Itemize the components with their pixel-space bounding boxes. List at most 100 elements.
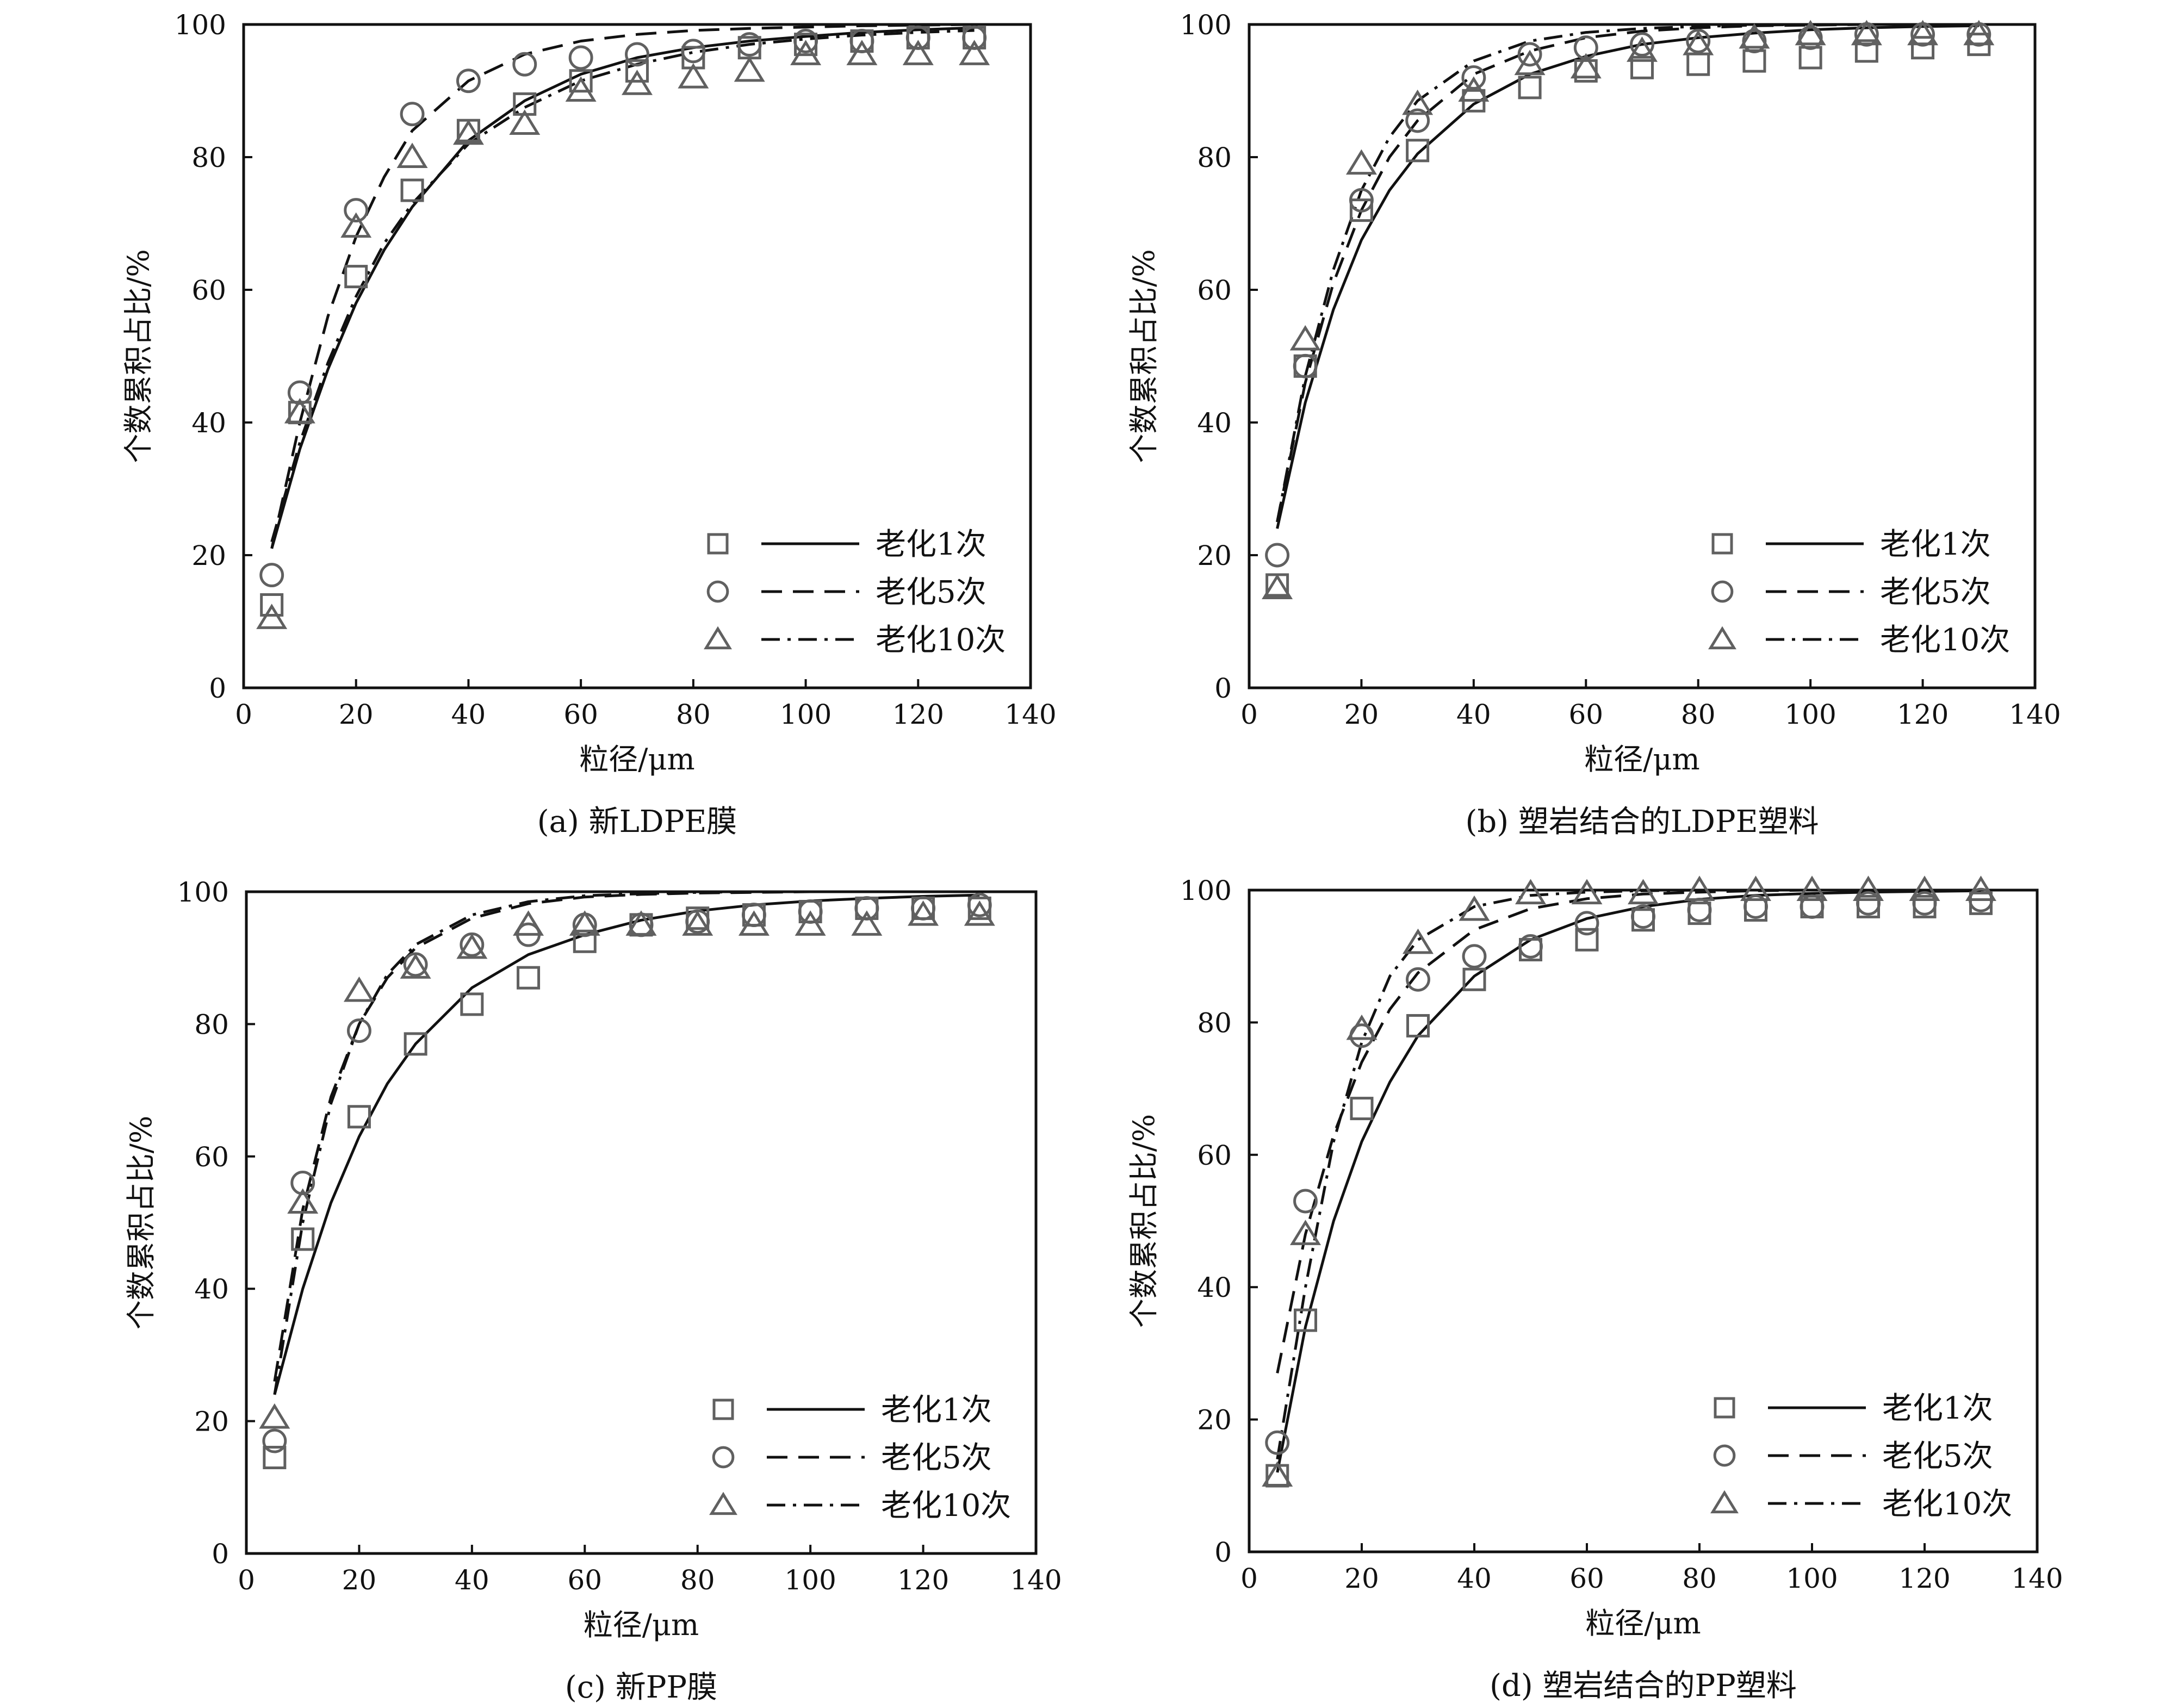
data-point-circle [1462,944,1487,969]
legend-marker-triangle [709,1491,737,1515]
data-point-triangle [1459,895,1490,921]
chart-panel-1: 0 20 40 60 80 100 120 140 0 20 40 60 80 100 粒径/μm 个数累积占… [121,9,1057,840]
data-point-triangle [284,398,315,424]
data-point-circle [1573,35,1598,60]
x-tick-label: 140 [2011,1563,2063,1594]
y-tick-label: 20 [191,540,226,571]
fit-line-series-2 [273,890,980,1382]
y-tick-label: 100 [175,9,226,41]
fit-line-series-2 [1276,23,1979,523]
x-tick-label: 40 [1457,1563,1492,1594]
data-point-circle [1630,32,1654,57]
data-point-triangle [1795,20,1826,46]
data-point-triangle [287,1188,319,1214]
x-tick-label: 80 [1682,1563,1717,1594]
data-point-circle [400,102,425,127]
x-tick-label: 0 [238,1564,255,1596]
data-point-triangle [1570,53,1602,79]
data-point-triangle [790,40,822,65]
x-tick-label: 40 [455,1564,489,1596]
data-point-circle [1800,894,1825,919]
data-point-triangle [259,1403,290,1429]
data-point-triangle [738,910,770,936]
data-point-circle [512,52,537,77]
x-tick-label: 20 [1344,699,1379,730]
y-tick-label: 0 [212,1538,229,1570]
data-point-triangle [1683,29,1714,55]
legend-label: 老化1次 [1880,527,1991,562]
data-point-triangle [625,910,657,936]
data-point-triangle [908,900,939,926]
fit-line-series-1 [1276,24,1979,529]
markers-series-3 [259,900,995,1429]
legend-marker-circle [712,1446,735,1469]
data-point-triangle [1907,20,1939,46]
fit-line-series-1 [270,26,975,549]
y-tick-label: 80 [1197,142,1232,173]
data-point-triangle [1740,875,1771,901]
data-point-square [1349,198,1373,222]
plot-frame [1248,23,2037,689]
markers-series-2 [259,25,987,588]
data-point-square [569,69,593,93]
data-point-circle [1349,188,1374,213]
data-point-triangle [678,63,709,89]
y-axis-title: 个数累积占比/% [1127,1114,1161,1328]
data-point-triangle [452,119,484,145]
data-point-triangle [1262,1461,1293,1487]
data-point-square [1406,139,1430,163]
legend-label: 老化1次 [876,527,986,562]
y-tick-label: 60 [1197,1140,1232,1171]
y-tick-label: 60 [191,275,226,306]
data-point-circle [798,899,823,924]
x-tick-label: 0 [1240,699,1258,730]
data-point-circle [344,198,369,223]
y-tick-label: 100 [1180,9,1232,41]
data-point-square [460,992,484,1016]
data-point-triangle [1514,49,1546,76]
data-point-circle [681,39,706,64]
data-point-triangle [1851,20,1882,46]
legend-label: 老化10次 [1880,623,2010,658]
markers-series-1 [263,896,991,1470]
data-point-triangle [256,604,288,629]
data-point-triangle [509,109,541,135]
data-point-triangle [964,900,995,926]
panel-caption: (a) 新LDPE膜 [537,804,737,840]
y-tick-label: 80 [194,1009,229,1040]
data-point-square [263,1446,287,1470]
markers-series-2 [1265,887,1993,1455]
data-point-triangle [1963,20,1995,46]
data-point-circle [1631,904,1655,929]
data-point-triangle [959,40,990,65]
x-tick-label: 80 [676,699,711,730]
data-point-circle [1265,543,1290,568]
data-point-triangle [1290,1220,1321,1245]
legend-label: 老化10次 [881,1488,1011,1524]
data-point-triangle [569,910,600,936]
data-point-circle [1265,1430,1290,1455]
fit-line-series-1 [273,893,980,1395]
legend-label: 老化5次 [876,575,986,610]
data-point-circle [741,903,766,928]
x-tick-label: 100 [780,699,832,730]
y-tick-label: 40 [191,407,226,439]
data-point-triangle [1403,928,1434,954]
chart-panel-2: 0 20 40 60 80 100 120 140 0 20 40 60 80 100 粒径/μm 个数累积占… [1127,9,2061,840]
data-point-triangle [851,910,883,936]
data-point-square [400,178,424,202]
x-tick-label: 80 [1681,699,1716,730]
legend-label: 老化10次 [1882,1487,2012,1522]
data-point-triangle [343,976,375,1002]
data-point-triangle [902,40,934,65]
y-tick-label: 80 [191,142,226,173]
legend-marker-circle [1713,1444,1736,1467]
x-axis-title: 粒径/μm [1584,742,1700,776]
x-axis-title: 粒径/μm [1585,1606,1701,1640]
data-point-circle [625,42,649,67]
data-point-circle [911,896,936,921]
data-point-circle [737,32,762,57]
chart-panel-3: 0 20 40 60 80 100 120 140 0 20 40 60 80 100 粒径/μm 个数累积占… [124,877,1062,1703]
x-tick-label: 120 [1897,699,1949,730]
